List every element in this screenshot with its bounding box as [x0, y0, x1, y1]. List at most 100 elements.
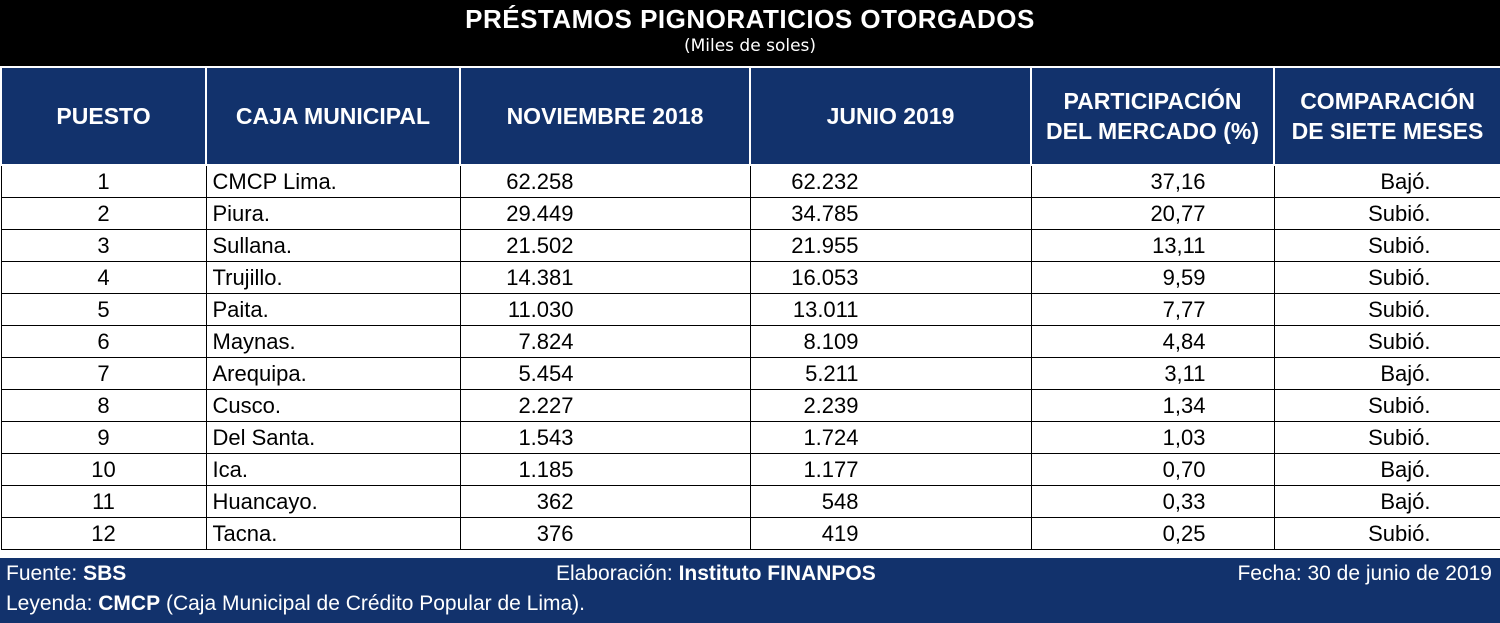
cell-puesto: 11 — [0, 485, 207, 518]
cell-junio-2019: 16.053 — [749, 261, 1032, 294]
cell-puesto: 4 — [0, 261, 207, 294]
cell-noviembre-2018: 2.227 — [459, 389, 751, 422]
footer-source: Fuente: SBS — [6, 562, 127, 585]
cell-junio-2019: 62.232 — [749, 164, 1032, 198]
table-row: 7 Arequipa. 5.454 5.211 3,11 Bajó. — [0, 357, 1500, 390]
cell-junio-2019: 34.785 — [749, 197, 1032, 230]
cell-participacion: 37,16 — [1030, 164, 1275, 198]
column-header-participacion: PARTICIPACIÓN DEL MERCADO (%) — [1030, 66, 1275, 166]
cell-junio-2019: 2.239 — [749, 389, 1032, 422]
cell-puesto: 9 — [0, 421, 207, 454]
cell-junio-2019: 1.724 — [749, 421, 1032, 454]
cell-comparacion: Subió. — [1273, 229, 1500, 262]
column-header-caja-municipal: CAJA MUNICIPAL — [205, 66, 461, 166]
cell-caja-municipal: Huancayo. — [205, 485, 461, 518]
column-header-comparacion: COMPARACIÓN DE SIETE MESES — [1273, 66, 1500, 166]
cell-noviembre-2018: 62.258 — [459, 164, 751, 198]
cell-noviembre-2018: 1.543 — [459, 421, 751, 454]
table-row: 11 Huancayo. 362 548 0,33 Bajó. — [0, 485, 1500, 518]
cell-noviembre-2018: 21.502 — [459, 229, 751, 262]
header-row: PUESTO CAJA MUNICIPAL NOVIEMBRE 2018 JUN… — [0, 66, 1500, 166]
cell-caja-municipal: Maynas. — [205, 325, 461, 358]
table-row: 12 Tacna. 376 419 0,25 Subió. — [0, 517, 1500, 550]
cell-participacion: 0,33 — [1030, 485, 1275, 518]
table-row: 8 Cusco. 2.227 2.239 1,34 Subió. — [0, 389, 1500, 422]
cell-puesto: 8 — [0, 389, 207, 422]
cell-noviembre-2018: 1.185 — [459, 453, 751, 486]
cell-junio-2019: 5.211 — [749, 357, 1032, 390]
table-row: 3 Sullana. 21.502 21.955 13,11 Subió. — [0, 229, 1500, 262]
cell-junio-2019: 548 — [749, 485, 1032, 518]
table-row: 1 CMCP Lima. 62.258 62.232 37,16 Bajó. — [0, 164, 1500, 198]
cell-comparacion: Subió. — [1273, 197, 1500, 230]
footer-band: Fuente: SBS Elaboración: Instituto FINAN… — [0, 558, 1500, 623]
title-band: PRÉSTAMOS PIGNORATICIOS OTORGADOS (Miles… — [0, 0, 1500, 66]
cell-noviembre-2018: 5.454 — [459, 357, 751, 390]
cell-caja-municipal: Paita. — [205, 293, 461, 326]
cell-caja-municipal: Del Santa. — [205, 421, 461, 454]
cell-puesto: 12 — [0, 517, 207, 550]
cell-noviembre-2018: 376 — [459, 517, 751, 550]
cell-comparacion: Subió. — [1273, 421, 1500, 454]
cell-junio-2019: 8.109 — [749, 325, 1032, 358]
cell-caja-municipal: Trujillo. — [205, 261, 461, 294]
cell-participacion: 0,25 — [1030, 517, 1275, 550]
cell-puesto: 1 — [0, 164, 207, 198]
cell-caja-municipal: Ica. — [205, 453, 461, 486]
cell-comparacion: Subió. — [1273, 517, 1500, 550]
table-title: PRÉSTAMOS PIGNORATICIOS OTORGADOS — [465, 4, 1035, 34]
table-row: 4 Trujillo. 14.381 16.053 9,59 Subió. — [0, 261, 1500, 294]
cell-participacion: 1,03 — [1030, 421, 1275, 454]
footer-legend: Leyenda: CMCP (Caja Municipal de Crédito… — [6, 592, 585, 615]
table-row: 10 Ica. 1.185 1.177 0,70 Bajó. — [0, 453, 1500, 486]
footer-elaboration: Elaboración: Instituto FINANPOS — [556, 562, 876, 585]
cell-comparacion: Subió. — [1273, 293, 1500, 326]
cell-junio-2019: 419 — [749, 517, 1032, 550]
cell-caja-municipal: Tacna. — [205, 517, 461, 550]
table-row: 5 Paita. 11.030 13.011 7,77 Subió. — [0, 293, 1500, 326]
cell-comparacion: Subió. — [1273, 389, 1500, 422]
cell-noviembre-2018: 7.824 — [459, 325, 751, 358]
cell-caja-municipal: Sullana. — [205, 229, 461, 262]
cell-participacion: 1,34 — [1030, 389, 1275, 422]
cell-participacion: 13,11 — [1030, 229, 1275, 262]
cell-noviembre-2018: 29.449 — [459, 197, 751, 230]
cell-participacion: 4,84 — [1030, 325, 1275, 358]
footer-date: Fecha: 30 de junio de 2019 — [1237, 562, 1492, 585]
cell-noviembre-2018: 362 — [459, 485, 751, 518]
cell-comparacion: Subió. — [1273, 325, 1500, 358]
cell-junio-2019: 13.011 — [749, 293, 1032, 326]
column-header-junio-2019: JUNIO 2019 — [749, 66, 1032, 166]
table-body: 1 CMCP Lima. 62.258 62.232 37,16 Bajó. 2 Piura.… — [0, 164, 1500, 550]
cell-puesto: 2 — [0, 197, 207, 230]
cell-puesto: 3 — [0, 229, 207, 262]
cell-junio-2019: 1.177 — [749, 453, 1032, 486]
cell-caja-municipal: Cusco. — [205, 389, 461, 422]
loans-table: PUESTO CAJA MUNICIPAL NOVIEMBRE 2018 JUN… — [0, 66, 1500, 550]
footer-row-source: Fuente: SBS Elaboración: Instituto FINAN… — [0, 558, 1500, 589]
cell-puesto: 6 — [0, 325, 207, 358]
cell-participacion: 7,77 — [1030, 293, 1275, 326]
table-row: 9 Del Santa. 1.543 1.724 1,03 Subió. — [0, 421, 1500, 454]
cell-comparacion: Bajó. — [1273, 485, 1500, 518]
column-header-puesto: PUESTO — [0, 66, 207, 166]
column-header-noviembre-2018: NOVIEMBRE 2018 — [459, 66, 751, 166]
cell-comparacion: Bajó. — [1273, 357, 1500, 390]
table-subtitle: (Miles de soles) — [683, 36, 817, 56]
cell-noviembre-2018: 14.381 — [459, 261, 751, 294]
cell-caja-municipal: Arequipa. — [205, 357, 461, 390]
cell-puesto: 7 — [0, 357, 207, 390]
cell-participacion: 3,11 — [1030, 357, 1275, 390]
cell-caja-municipal: CMCP Lima. — [205, 164, 461, 198]
cell-participacion: 20,77 — [1030, 197, 1275, 230]
cell-comparacion: Subió. — [1273, 261, 1500, 294]
cell-junio-2019: 21.955 — [749, 229, 1032, 262]
cell-comparacion: Bajó. — [1273, 164, 1500, 198]
cell-comparacion: Bajó. — [1273, 453, 1500, 486]
cell-participacion: 0,70 — [1030, 453, 1275, 486]
table-row: 2 Piura. 29.449 34.785 20,77 Subió. — [0, 197, 1500, 230]
cell-puesto: 5 — [0, 293, 207, 326]
table-row: 6 Maynas. 7.824 8.109 4,84 Subió. — [0, 325, 1500, 358]
cell-noviembre-2018: 11.030 — [459, 293, 751, 326]
